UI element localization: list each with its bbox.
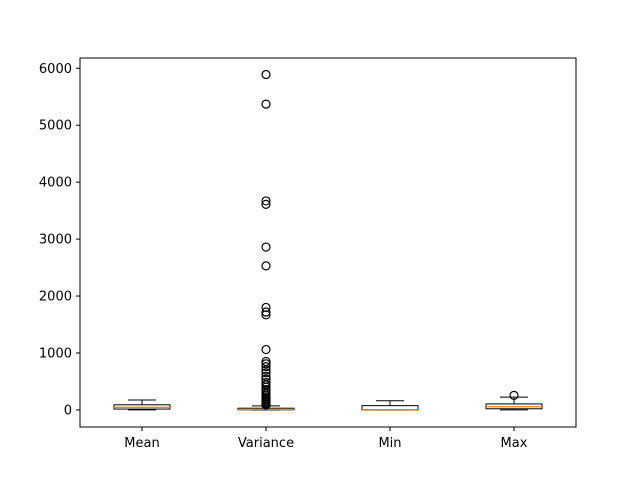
outlier-point (261, 310, 271, 320)
box-max (485, 390, 543, 411)
outlier-point (261, 362, 271, 372)
x-tick-label: Min (378, 436, 401, 451)
y-tick-label: 1000 (39, 346, 72, 361)
y-tick-label: 5000 (39, 119, 72, 134)
box-min (361, 400, 419, 411)
y-tick-label: 0 (64, 403, 72, 418)
outlier-point (261, 199, 271, 209)
outlier-point (261, 368, 271, 378)
y-tick-label: 6000 (39, 62, 72, 77)
y-tick-label: 3000 (39, 233, 72, 248)
outlier-point (261, 307, 271, 317)
box-variance (237, 69, 295, 411)
outlier-point (261, 242, 271, 252)
outlier-point (261, 99, 271, 109)
y-tick-label: 2000 (39, 290, 72, 305)
x-tick-label: Max (501, 436, 528, 451)
outlier-point (261, 344, 271, 355)
y-axis: 0 1000 2000 3000 4000 5000 6000 (39, 62, 80, 418)
outlier-point (261, 196, 271, 206)
outlier-point (261, 400, 271, 410)
outlier-point (509, 390, 519, 400)
x-axis: Mean Variance Min Max (124, 427, 528, 451)
x-tick-label: Mean (124, 436, 159, 451)
outlier-point (261, 69, 271, 80)
outlier-point (261, 261, 271, 271)
y-tick-label: 4000 (39, 176, 72, 191)
outlier-point (261, 359, 271, 369)
outlier-point (261, 365, 271, 375)
x-tick-label: Variance (238, 436, 294, 451)
box-mean (113, 399, 171, 411)
boxes-group (113, 69, 543, 411)
plot-area (79, 57, 577, 428)
